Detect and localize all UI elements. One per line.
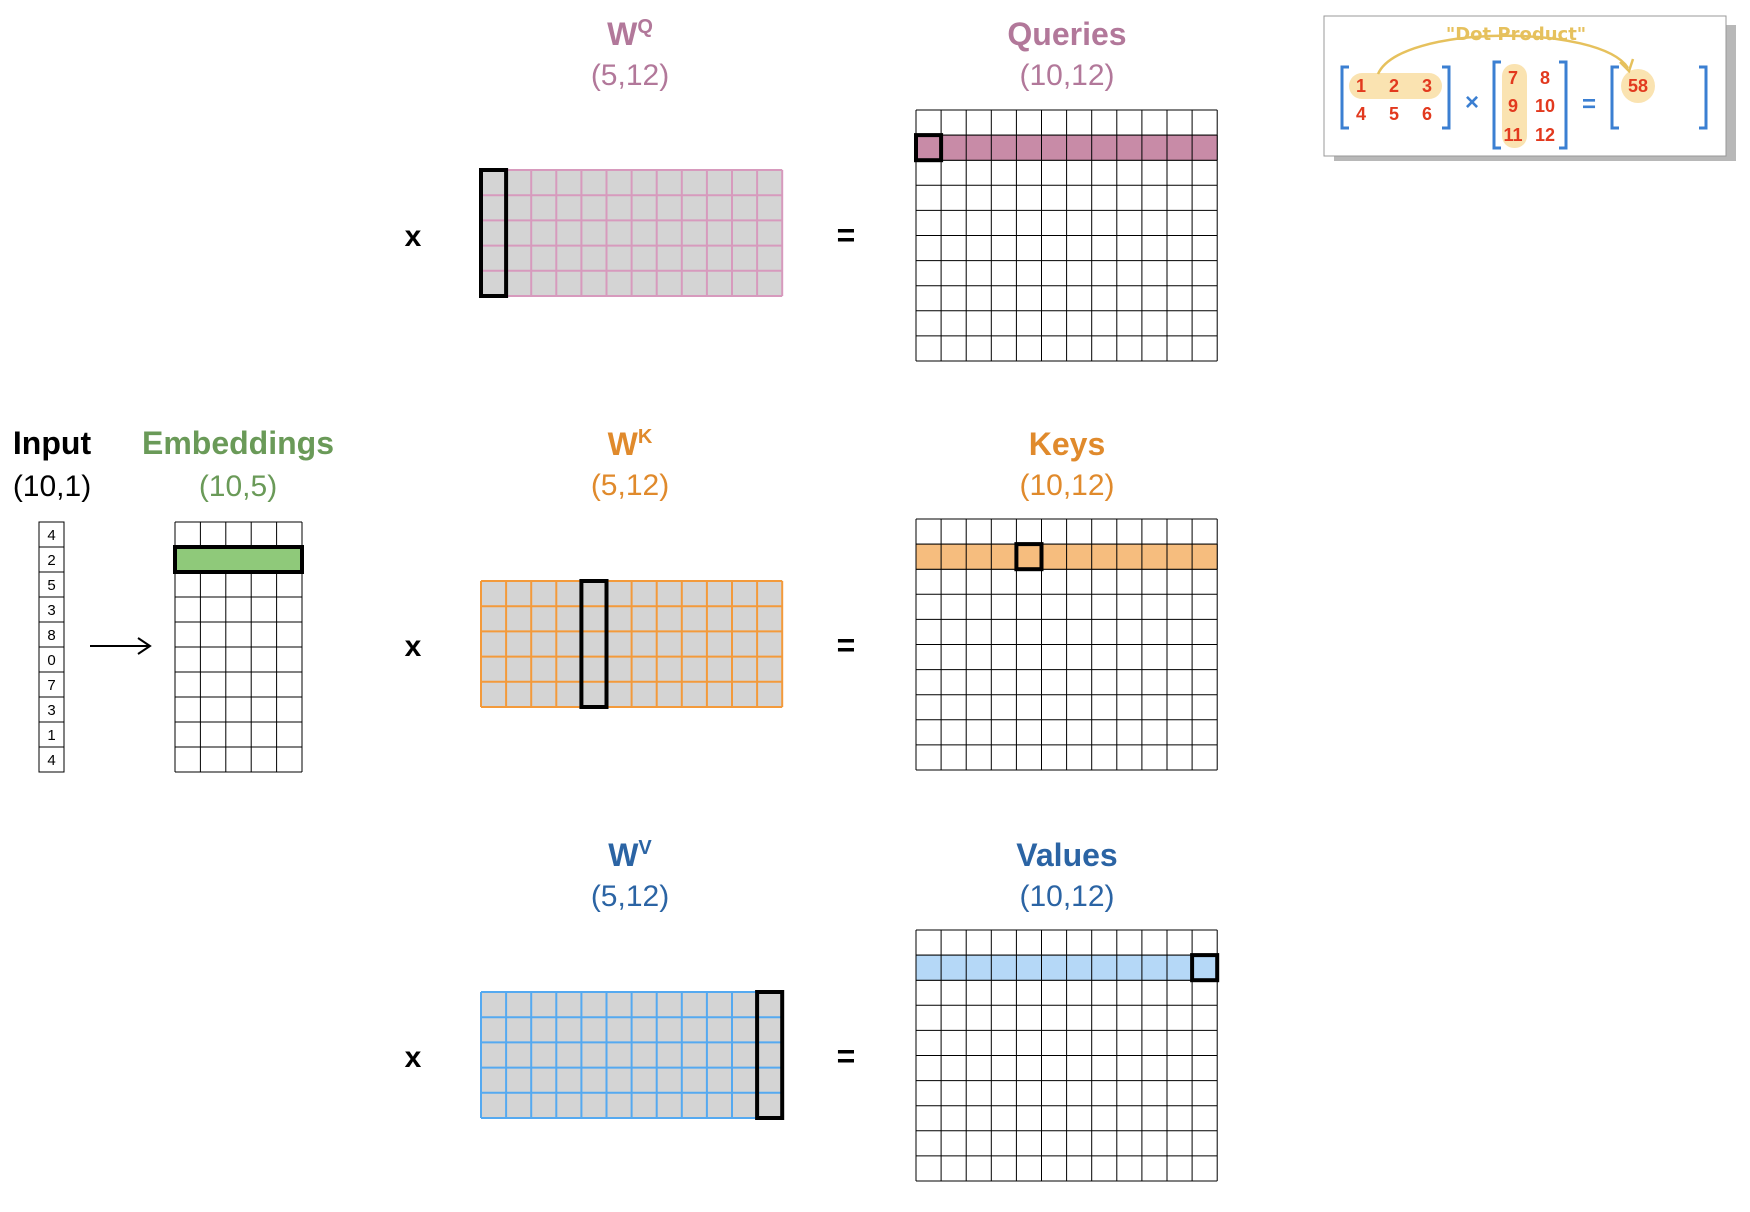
weight-shape-k: (5,12) bbox=[591, 469, 669, 502]
weight-title-q: WQ bbox=[607, 16, 653, 52]
inset-row-highlight bbox=[1349, 73, 1442, 99]
inset-right-value: 10 bbox=[1535, 96, 1555, 116]
inset-result-highlight bbox=[1621, 69, 1655, 103]
input-title: Input bbox=[13, 425, 92, 461]
equals-sign-v: = bbox=[837, 1038, 856, 1074]
equals-sign-q: = bbox=[837, 217, 856, 253]
inset-left-value: 1 bbox=[1356, 76, 1366, 96]
output-shape-k: (10,12) bbox=[1019, 469, 1114, 502]
weight-column-outline-k bbox=[579, 579, 609, 709]
inset-left-value: 2 bbox=[1389, 76, 1399, 96]
weight-letter-q: W bbox=[607, 16, 638, 52]
input-cell bbox=[38, 696, 65, 723]
weight-grid-k bbox=[480, 580, 784, 708]
input-shape: (10,1) bbox=[13, 470, 91, 503]
weight-superscript-q: Q bbox=[637, 16, 653, 38]
inset-result-value: 58 bbox=[1628, 76, 1648, 96]
inset-times-sign: × bbox=[1465, 89, 1479, 116]
multiply-sign-v: x bbox=[405, 1041, 422, 1074]
weight-letter-k: W bbox=[608, 426, 639, 462]
output-cell-outline-v bbox=[1190, 953, 1220, 983]
input-cell bbox=[38, 646, 65, 673]
inset-left-bracket-close bbox=[1442, 65, 1451, 130]
input-value: 3 bbox=[47, 702, 55, 719]
output-shape-q: (10,12) bbox=[1019, 59, 1114, 92]
output-title-q: Queries bbox=[1007, 16, 1126, 52]
weight-shape-v: (5,12) bbox=[591, 880, 669, 913]
weight-grid-v bbox=[480, 991, 784, 1119]
input-value: 7 bbox=[47, 677, 55, 694]
inset-left-value: 5 bbox=[1389, 104, 1399, 124]
inset-left-value: 4 bbox=[1356, 104, 1366, 124]
inset-right-bracket-close bbox=[1559, 60, 1568, 150]
inset-equals-sign: = bbox=[1582, 91, 1596, 118]
inset-result-bracket-close bbox=[1699, 65, 1708, 130]
input-value: 5 bbox=[47, 577, 55, 594]
input-value: 0 bbox=[47, 652, 55, 669]
output-shape-v: (10,12) bbox=[1019, 880, 1114, 913]
weight-shape-q: (5,12) bbox=[591, 59, 669, 92]
weight-title-v: WV bbox=[608, 837, 652, 873]
output-row-lines-k bbox=[915, 543, 1218, 570]
inset-right-value: 9 bbox=[1508, 96, 1518, 116]
weight-title-k: WK bbox=[608, 426, 653, 462]
input-value: 1 bbox=[47, 727, 55, 744]
input-value: 4 bbox=[47, 527, 55, 544]
output-title-k: Keys bbox=[1029, 426, 1106, 462]
input-value: 3 bbox=[47, 602, 55, 619]
inset-right-value: 8 bbox=[1540, 68, 1550, 88]
output-row-lines-q bbox=[915, 134, 1218, 161]
multiply-sign-k: x bbox=[405, 630, 422, 663]
inset-right-value: 12 bbox=[1535, 125, 1555, 145]
inset-right-value: 7 bbox=[1508, 68, 1518, 88]
input-value: 2 bbox=[47, 552, 55, 569]
inset-left-value: 3 bbox=[1422, 76, 1432, 96]
inset-right-value: 11 bbox=[1503, 125, 1522, 145]
input-cell bbox=[38, 746, 65, 773]
arrow-head bbox=[137, 637, 152, 655]
weight-column-outline-v bbox=[755, 990, 785, 1120]
embeddings-row-outline bbox=[173, 545, 304, 574]
output-title-v: Values bbox=[1016, 837, 1117, 873]
embeddings-row-highlight bbox=[175, 547, 302, 572]
inset-right-bracket-open bbox=[1492, 60, 1501, 150]
output-cell-outline-q bbox=[914, 133, 944, 163]
weight-letter-v: W bbox=[608, 837, 639, 873]
equals-sign-k: = bbox=[837, 627, 856, 663]
embeddings-title: Embeddings bbox=[142, 425, 334, 461]
weight-superscript-k: K bbox=[638, 426, 653, 448]
inset-caption: "Dot Product" bbox=[1446, 24, 1586, 45]
input-value: 8 bbox=[47, 627, 55, 644]
embeddings-shape: (10,5) bbox=[199, 470, 277, 503]
inset-col-highlight bbox=[1502, 64, 1527, 148]
multiply-sign-q: x bbox=[405, 220, 422, 253]
output-cell-outline-k bbox=[1014, 542, 1044, 572]
inset-arrow-arc bbox=[1376, 34, 1630, 75]
inset-result-bracket-open bbox=[1610, 65, 1619, 130]
inset-arrow-head bbox=[1619, 58, 1635, 74]
inset-left-bracket-open bbox=[1340, 65, 1349, 130]
weight-grid-q bbox=[480, 169, 784, 297]
weight-superscript-v: V bbox=[638, 837, 652, 859]
weight-column-outline-q bbox=[479, 168, 509, 298]
inset-left-value: 6 bbox=[1422, 104, 1432, 124]
input-value: 4 bbox=[47, 752, 55, 769]
input-cell bbox=[38, 596, 65, 623]
